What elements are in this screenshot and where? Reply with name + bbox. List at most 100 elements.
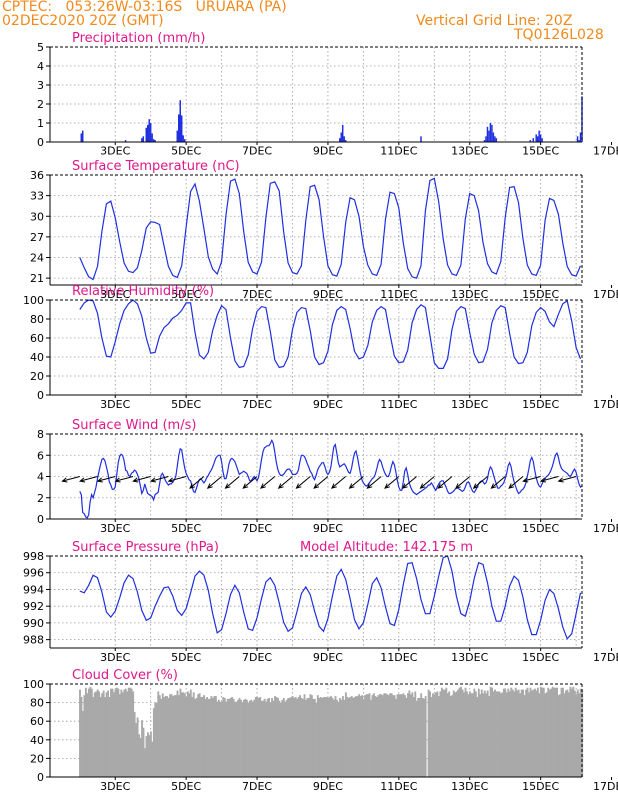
cloud-bar: [536, 687, 539, 777]
precip-bar: [141, 138, 143, 142]
cloud-bar: [579, 688, 582, 777]
y-tick-label: 2: [37, 492, 44, 505]
cloud-bar: [418, 697, 421, 777]
y-tick-label: 24: [30, 252, 44, 265]
cloud-bar: [121, 692, 124, 777]
precip-bar: [149, 123, 152, 142]
precip-bar: [142, 136, 145, 142]
cloud-bar: [494, 689, 496, 777]
cloud-bar: [461, 689, 464, 777]
cloud-bar: [300, 697, 303, 777]
x-tick-label: 17DEC: [593, 288, 618, 301]
cloud-bar: [113, 692, 115, 777]
precip-bar: [578, 140, 580, 142]
wind-arrow-head: [242, 483, 249, 489]
cloud-bar: [237, 699, 239, 777]
x-tick-label: 15DEC: [522, 522, 559, 535]
cloud-bar: [279, 702, 282, 777]
x-tick-label: 7DEC: [242, 651, 272, 664]
cloud-bar: [223, 697, 226, 777]
cloud-bar: [164, 696, 167, 777]
cloud-bar: [500, 693, 502, 777]
cloud-bar: [206, 697, 208, 777]
cloud-bar: [442, 689, 445, 777]
cloud-bar: [272, 700, 275, 777]
cloud-bar: [508, 691, 511, 777]
cloud-bar: [324, 697, 327, 777]
cloud-bar: [151, 741, 154, 777]
cloud-bar: [560, 687, 563, 777]
cloud-bar: [424, 696, 427, 777]
x-tick-label: 11DEC: [380, 651, 417, 664]
x-tick-label: 5DEC: [171, 651, 201, 664]
cloud-bar: [532, 689, 535, 777]
y-tick-label: 21: [30, 272, 44, 285]
precip-bar: [486, 126, 489, 142]
precip-bar: [340, 132, 342, 142]
cloud-bar: [489, 686, 492, 777]
cloud-bar: [178, 695, 180, 777]
cloud-bar: [476, 697, 479, 777]
cloud-bar: [545, 692, 548, 777]
y-tick-label: 988: [23, 634, 44, 647]
y-tick-label: 33: [30, 190, 44, 203]
cloud-bar: [337, 701, 340, 777]
precip-bar: [146, 124, 149, 142]
wind-arrow-head: [384, 483, 391, 489]
precip-bar: [576, 136, 579, 142]
cloud-bar: [440, 687, 443, 777]
panel-title: Relative Humidity (%): [72, 284, 214, 299]
cloud-bar: [220, 701, 223, 777]
cloud-bar: [473, 688, 476, 777]
cloud-bar: [303, 694, 306, 777]
precip-bar: [344, 140, 347, 142]
cloud-bar: [250, 699, 253, 777]
cloud-bar: [480, 689, 483, 777]
x-tick-label: 9DEC: [313, 398, 343, 411]
cloud-bar: [542, 687, 545, 777]
cloud-bar: [316, 695, 319, 777]
cloud-bar: [522, 689, 525, 777]
station-header: CPTEC: 053:26W-03:16S URUARA (PA): [2, 0, 287, 15]
cloud-bar: [253, 699, 256, 777]
cloud-bar: [288, 697, 291, 777]
cloud-bar: [466, 691, 468, 777]
cloud-bar: [498, 691, 501, 777]
cloud-bar: [305, 699, 307, 777]
series-line: [79, 299, 582, 369]
wind-arrow-head: [490, 483, 497, 489]
cloud-bar: [321, 697, 324, 777]
cloud-bar: [404, 695, 406, 777]
cloud-bar: [482, 693, 485, 777]
precip-bar: [182, 135, 184, 142]
precip-bar: [145, 127, 147, 142]
y-tick-label: 36: [30, 169, 44, 182]
cloud-bar: [149, 731, 152, 777]
cloud-bar: [247, 702, 250, 777]
cloud-bar: [217, 699, 220, 777]
x-tick-label: 3DEC: [100, 288, 130, 301]
cloud-bar: [423, 698, 426, 777]
cloud-bar: [347, 697, 350, 777]
cloud-bar: [408, 690, 411, 777]
cloud-bar: [234, 701, 237, 777]
cloud-bar: [396, 694, 399, 777]
cloud-bar: [263, 698, 266, 777]
y-tick-label: 6: [37, 449, 44, 462]
cloud-bar: [520, 689, 523, 777]
y-tick-label: 0: [37, 771, 44, 784]
y-tick-label: 20: [30, 752, 44, 765]
cloud-bar: [152, 708, 155, 777]
precip-bar: [183, 139, 186, 142]
precip-bar: [538, 130, 540, 142]
cloud-bar: [306, 697, 309, 777]
cloud-bar: [166, 696, 169, 777]
cloud-bar: [307, 697, 310, 777]
y-tick-label: 5: [37, 41, 44, 54]
cloud-bar: [361, 695, 364, 777]
vertical-grid-note: Vertical Grid Line: 20Z: [416, 13, 573, 29]
cloud-bar: [557, 695, 560, 777]
cloud-bar: [222, 697, 225, 777]
wind-arrow-head: [539, 477, 546, 483]
precip-bar: [536, 136, 539, 142]
